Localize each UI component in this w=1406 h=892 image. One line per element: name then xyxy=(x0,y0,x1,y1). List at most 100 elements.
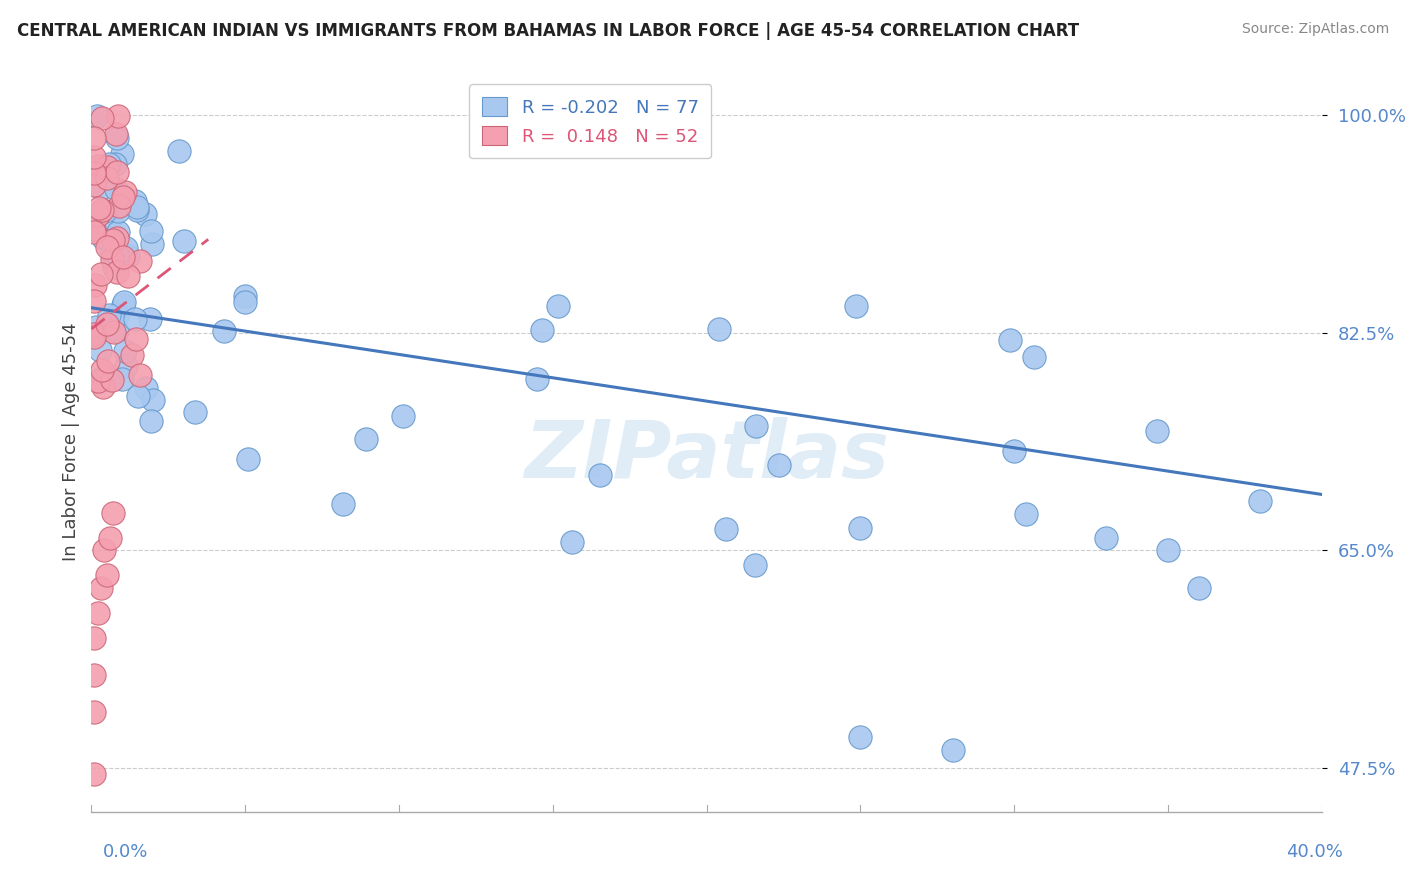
Point xyxy=(98,308,121,322)
Point xyxy=(87,208,110,222)
Point xyxy=(111,298,134,312)
Y-axis label: In Labor Force | Age 45-54: In Labor Force | Age 45-54 xyxy=(62,322,80,561)
Point xyxy=(105,265,128,279)
Point xyxy=(93,203,115,218)
Text: 40.0%: 40.0% xyxy=(1286,843,1343,861)
Point xyxy=(332,497,354,511)
Point xyxy=(104,157,127,171)
Point xyxy=(83,150,105,164)
Point xyxy=(124,312,146,326)
Point xyxy=(125,200,148,214)
Point xyxy=(96,161,118,175)
Point xyxy=(233,289,256,303)
Point xyxy=(114,185,136,199)
Point xyxy=(392,409,415,423)
Point xyxy=(117,268,139,283)
Point xyxy=(1022,350,1045,364)
Point xyxy=(107,203,129,218)
Point xyxy=(105,230,128,244)
Point xyxy=(86,374,108,388)
Point xyxy=(105,127,128,141)
Point xyxy=(103,325,125,339)
Point xyxy=(91,231,114,245)
Point xyxy=(1015,507,1038,521)
Point xyxy=(108,199,131,213)
Point xyxy=(96,171,118,186)
Point xyxy=(111,372,134,386)
Point xyxy=(87,160,110,174)
Point xyxy=(96,240,118,254)
Point xyxy=(93,543,115,558)
Point xyxy=(83,209,105,223)
Point xyxy=(90,181,112,195)
Point xyxy=(96,371,118,385)
Point xyxy=(1249,493,1271,508)
Point xyxy=(531,323,554,337)
Point xyxy=(100,373,122,387)
Point xyxy=(100,211,122,225)
Point xyxy=(83,330,105,344)
Point xyxy=(707,321,730,335)
Point xyxy=(121,348,143,362)
Point xyxy=(1187,581,1209,595)
Point xyxy=(1157,543,1180,558)
Legend: R = -0.202   N = 77, R =  0.148   N = 52: R = -0.202 N = 77, R = 0.148 N = 52 xyxy=(470,84,711,158)
Point xyxy=(214,324,236,338)
Point xyxy=(89,343,111,358)
Point xyxy=(768,458,790,472)
Point xyxy=(105,325,128,339)
Point xyxy=(91,202,114,217)
Point xyxy=(127,202,149,217)
Point xyxy=(87,201,110,215)
Point xyxy=(998,333,1021,347)
Point xyxy=(547,299,569,313)
Point xyxy=(105,308,128,322)
Point xyxy=(91,379,114,393)
Point xyxy=(83,166,105,180)
Point xyxy=(83,631,105,645)
Point xyxy=(115,359,138,373)
Point xyxy=(83,705,105,719)
Point xyxy=(183,405,205,419)
Point xyxy=(589,467,612,482)
Point xyxy=(91,363,114,377)
Point xyxy=(849,521,872,535)
Text: CENTRAL AMERICAN INDIAN VS IMMIGRANTS FROM BAHAMAS IN LABOR FORCE | AGE 45-54 CO: CENTRAL AMERICAN INDIAN VS IMMIGRANTS FR… xyxy=(17,22,1078,40)
Point xyxy=(86,109,108,123)
Point xyxy=(139,224,162,238)
Point xyxy=(90,581,112,595)
Point xyxy=(845,299,868,313)
Point xyxy=(139,414,162,428)
Point xyxy=(125,332,148,346)
Point xyxy=(744,419,766,434)
Point xyxy=(135,381,157,395)
Point xyxy=(112,295,135,310)
Point xyxy=(83,767,105,781)
Point xyxy=(101,245,124,260)
Text: ZIPatlas: ZIPatlas xyxy=(524,417,889,495)
Point xyxy=(233,294,256,309)
Point xyxy=(105,182,128,196)
Point xyxy=(141,236,163,251)
Point xyxy=(100,252,122,267)
Point xyxy=(96,161,118,176)
Point xyxy=(83,222,105,236)
Point xyxy=(98,531,121,545)
Point xyxy=(83,178,105,192)
Point xyxy=(114,344,136,359)
Point xyxy=(97,157,120,171)
Point xyxy=(86,606,108,620)
Point xyxy=(84,319,107,334)
Point xyxy=(128,368,150,383)
Point xyxy=(98,234,121,248)
Point xyxy=(716,522,738,536)
Point xyxy=(105,165,128,179)
Point xyxy=(354,432,377,446)
Point xyxy=(83,326,105,341)
Point xyxy=(83,668,105,682)
Point xyxy=(526,371,548,385)
Point xyxy=(112,250,135,264)
Point xyxy=(127,389,149,403)
Point xyxy=(236,451,259,466)
Point xyxy=(101,506,124,520)
